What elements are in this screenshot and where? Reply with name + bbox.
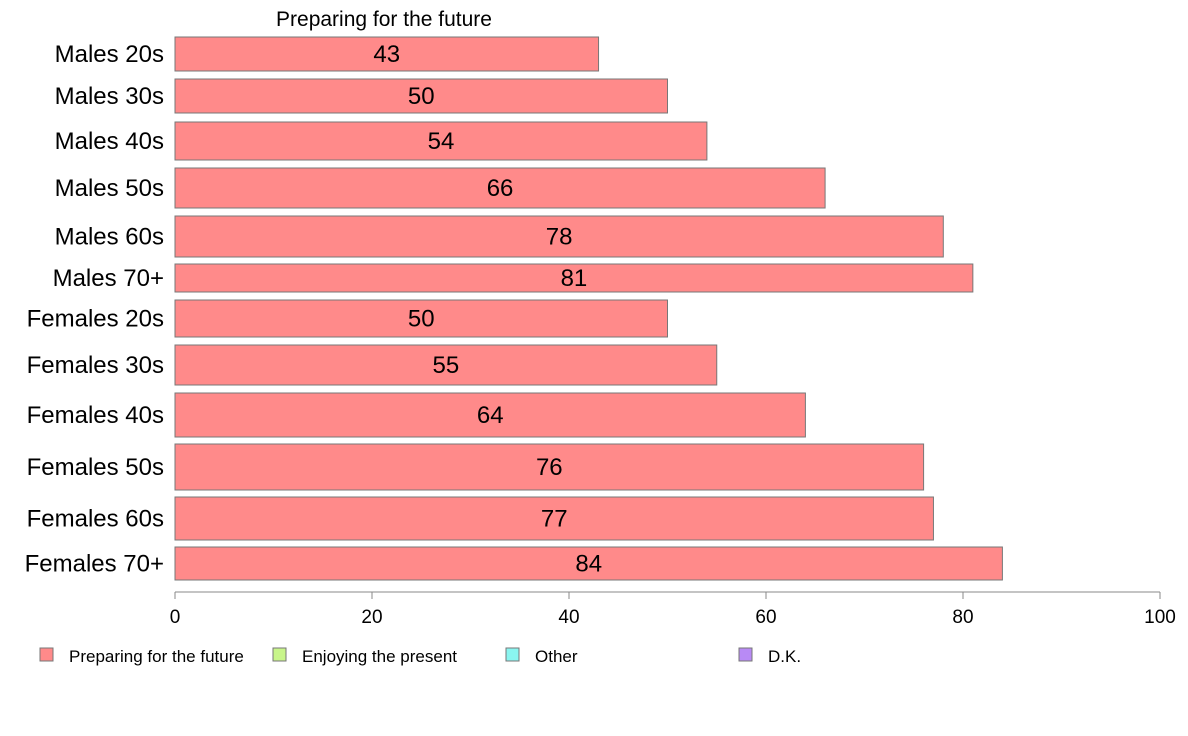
x-tick-label: 60 (755, 607, 776, 628)
bar (174, 546, 1003, 581)
bar-value-label: 64 (477, 402, 504, 429)
bar (174, 392, 806, 438)
bar (174, 121, 708, 161)
bar (174, 344, 718, 386)
legend: Preparing for the future Enjoying the pre… (39, 647, 801, 666)
bar (174, 167, 826, 209)
category-label: Females 50s (27, 454, 164, 481)
legend-swatch (505, 647, 520, 662)
category-label: Males 50s (55, 175, 164, 202)
x-axis: 0 20 40 60 80 100 (170, 591, 1176, 628)
category-label: Males 30s (55, 83, 164, 110)
category-label: Males 70+ (53, 265, 164, 292)
bar-value-label: 77 (541, 506, 568, 533)
bar-value-label: 54 (428, 128, 455, 155)
category-label: Females 30s (27, 352, 164, 379)
category-label: Females 20s (27, 306, 164, 333)
bar (174, 263, 974, 293)
bar (174, 496, 934, 541)
bar (174, 299, 668, 338)
x-tick-label: 80 (952, 607, 973, 628)
x-tick-label: 100 (1144, 607, 1176, 628)
bar-value-label: 84 (575, 551, 602, 578)
bar-value-label: 76 (536, 454, 563, 481)
chart-title: Preparing for the future (276, 8, 492, 31)
bar (174, 443, 925, 491)
category-label: Males 60s (55, 224, 164, 251)
category-label: Females 60s (27, 506, 164, 533)
category-label: Females 40s (27, 402, 164, 429)
bar (174, 36, 600, 72)
category-label: Males 20s (55, 41, 164, 68)
x-tick-label: 20 (361, 607, 382, 628)
bar (174, 78, 668, 114)
bar (174, 215, 944, 258)
bar-value-label: 78 (546, 224, 573, 251)
x-tick-label: 0 (170, 607, 181, 628)
legend-label: Preparing for the future (69, 647, 244, 666)
legend-label: D.K. (768, 647, 801, 666)
legend-swatch (39, 647, 54, 662)
category-label: Males 40s (55, 128, 164, 155)
bar-value-label: 50 (408, 83, 435, 110)
category-label: Females 70+ (25, 551, 164, 578)
bar-value-label: 81 (561, 265, 588, 292)
legend-swatch (272, 647, 287, 662)
bar-value-label: 43 (373, 41, 400, 68)
legend-label: Enjoying the present (302, 647, 457, 666)
legend-swatch (738, 647, 753, 662)
x-tick-label: 40 (558, 607, 579, 628)
bar-value-label: 66 (487, 175, 514, 202)
bar-value-label: 50 (408, 306, 435, 333)
bars-group: Males 20s 43 Males 30s 50 Males 40s 54 Males 5… (25, 36, 1003, 581)
legend-label: Other (535, 647, 578, 666)
bar-value-label: 55 (433, 352, 460, 379)
